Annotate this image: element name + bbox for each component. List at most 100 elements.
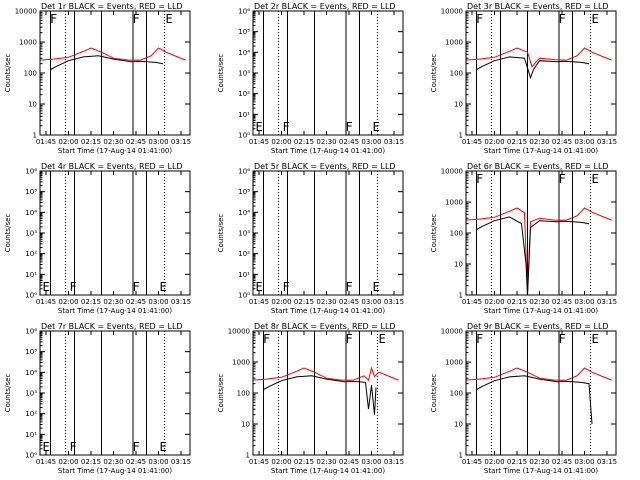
x-tick-label: 03:15	[597, 138, 617, 146]
x-tick-label: 02:45	[552, 298, 572, 306]
y-tick-label: 10	[454, 421, 463, 429]
x-tick-label: 02:45	[339, 298, 359, 306]
y-tick-label: 10	[241, 421, 250, 429]
x-tick-label: 01:45	[249, 138, 269, 146]
x-tick-label: 03:00	[148, 458, 168, 466]
x-tick-label: 02:45	[126, 138, 146, 146]
x-tick-label: 02:45	[339, 458, 359, 466]
marker-label: E	[592, 12, 599, 26]
y-tick-label: 10¹	[238, 111, 250, 119]
x-tick-label: 03:15	[597, 298, 617, 306]
y-tick-label: 10⁵	[238, 188, 250, 196]
x-tick-label: 02:00	[271, 298, 291, 306]
y-tick-label: 10³	[25, 390, 37, 398]
panel-title: Det 8r BLACK = Events, RED = LLD	[254, 322, 396, 331]
lld-series-line	[252, 366, 399, 382]
y-tick-label: 10¹	[25, 271, 37, 279]
y-tick-label: 10⁴	[25, 209, 37, 217]
marker-label: F	[70, 280, 77, 294]
x-tick-label: 03:00	[148, 298, 168, 306]
x-tick-label: 02:30	[316, 298, 336, 306]
y-tick-label: 1000	[19, 39, 37, 47]
y-tick-label: 10	[28, 101, 37, 109]
y-tick-label: 10¹	[238, 271, 250, 279]
events-series-line	[476, 56, 590, 80]
marker-label: F	[476, 172, 483, 186]
marker-label: E	[373, 280, 380, 294]
y-tick-label: 10000	[15, 8, 37, 16]
y-tick-label: 10000	[441, 328, 463, 336]
marker-label: E	[592, 332, 599, 346]
plot-frame	[39, 170, 191, 296]
x-tick-label: 03:15	[384, 298, 404, 306]
marker-label: E	[373, 120, 380, 134]
y-axis-label: Counts/sec	[4, 214, 12, 253]
panel-7: Det 7r BLACK = Events, RED = LLD E F F E 01:4…	[4, 322, 191, 475]
marker-label: F	[346, 280, 353, 294]
y-tick-label: 10²	[25, 250, 37, 258]
x-tick-label: 03:15	[171, 138, 191, 146]
x-tick-label: 02:15	[294, 298, 314, 306]
y-tick-label: 10²	[238, 90, 250, 98]
panel-title: Det 1r BLACK = Events, RED = LLD	[41, 2, 183, 11]
x-tick-label: 03:15	[384, 458, 404, 466]
marker-label: F	[559, 172, 566, 186]
x-tick-label: 02:30	[103, 138, 123, 146]
x-tick-label: 02:15	[81, 298, 101, 306]
x-tick-label: 02:30	[103, 458, 123, 466]
y-tick-label: 1000	[445, 199, 463, 207]
y-tick-label: 10³	[238, 230, 250, 238]
x-tick-label: 02:45	[126, 298, 146, 306]
x-tick-label: 01:45	[462, 138, 482, 146]
x-tick-label: 02:30	[103, 298, 123, 306]
marker-label: F	[133, 440, 140, 454]
y-tick-label: 100	[450, 390, 463, 398]
x-tick-label: 02:00	[484, 298, 504, 306]
y-tick-label: 1	[459, 292, 463, 300]
x-tick-label: 02:15	[507, 458, 527, 466]
x-tick-label: 03:15	[384, 138, 404, 146]
x-tick-label: 02:00	[271, 138, 291, 146]
plot-frame	[252, 170, 404, 296]
x-tick-label: 02:00	[484, 138, 504, 146]
plot-frame	[465, 10, 617, 136]
y-tick-label: 10⁰	[238, 132, 250, 140]
x-tick-label: 03:15	[597, 458, 617, 466]
panel-title: Det 9r BLACK = Events, RED = LLD	[467, 322, 609, 331]
y-axis-label: Counts/sec	[430, 374, 438, 413]
x-tick-label: 03:00	[574, 458, 594, 466]
x-axis-label: Start Time (17-Aug-14 01:41:00)	[58, 307, 172, 315]
x-tick-label: 02:30	[529, 298, 549, 306]
y-tick-label: 10³	[25, 230, 37, 238]
marker-label: F	[50, 12, 57, 26]
x-tick-label: 02:15	[81, 458, 101, 466]
y-tick-label: 10⁶	[25, 328, 37, 336]
y-tick-label: 10	[454, 261, 463, 269]
x-tick-label: 03:00	[361, 298, 381, 306]
plot-frame	[252, 330, 404, 456]
y-tick-label: 10⁰	[25, 292, 37, 300]
x-tick-label: 02:45	[552, 138, 572, 146]
panel-title: Det 5r BLACK = Events, RED = LLD	[254, 162, 396, 171]
y-axis-label: Counts/sec	[4, 374, 12, 413]
marker-label: E	[166, 12, 173, 26]
panel-title: Det 6r BLACK = Events, RED = LLD	[467, 162, 609, 171]
panel-title: Det 4r BLACK = Events, RED = LLD	[41, 162, 183, 171]
events-series-line	[476, 216, 590, 296]
panel-2: Det 2r BLACK = Events, RED = LLD E F F E 01:4…	[217, 2, 404, 155]
x-tick-label: 01:45	[462, 458, 482, 466]
marker-label: F	[283, 280, 290, 294]
x-tick-label: 02:00	[58, 298, 78, 306]
x-tick-label: 02:45	[552, 458, 572, 466]
marker-label: F	[133, 12, 140, 26]
x-axis-label: Start Time (17-Aug-14 01:41:00)	[271, 467, 385, 475]
x-tick-label: 03:15	[171, 298, 191, 306]
x-tick-label: 02:15	[294, 458, 314, 466]
plot-frame	[252, 10, 404, 136]
y-tick-label: 10⁴	[238, 49, 250, 57]
plot-frame	[39, 10, 191, 136]
y-tick-label: 100	[24, 70, 37, 78]
marker-label: E	[592, 172, 599, 186]
x-tick-label: 02:00	[484, 458, 504, 466]
